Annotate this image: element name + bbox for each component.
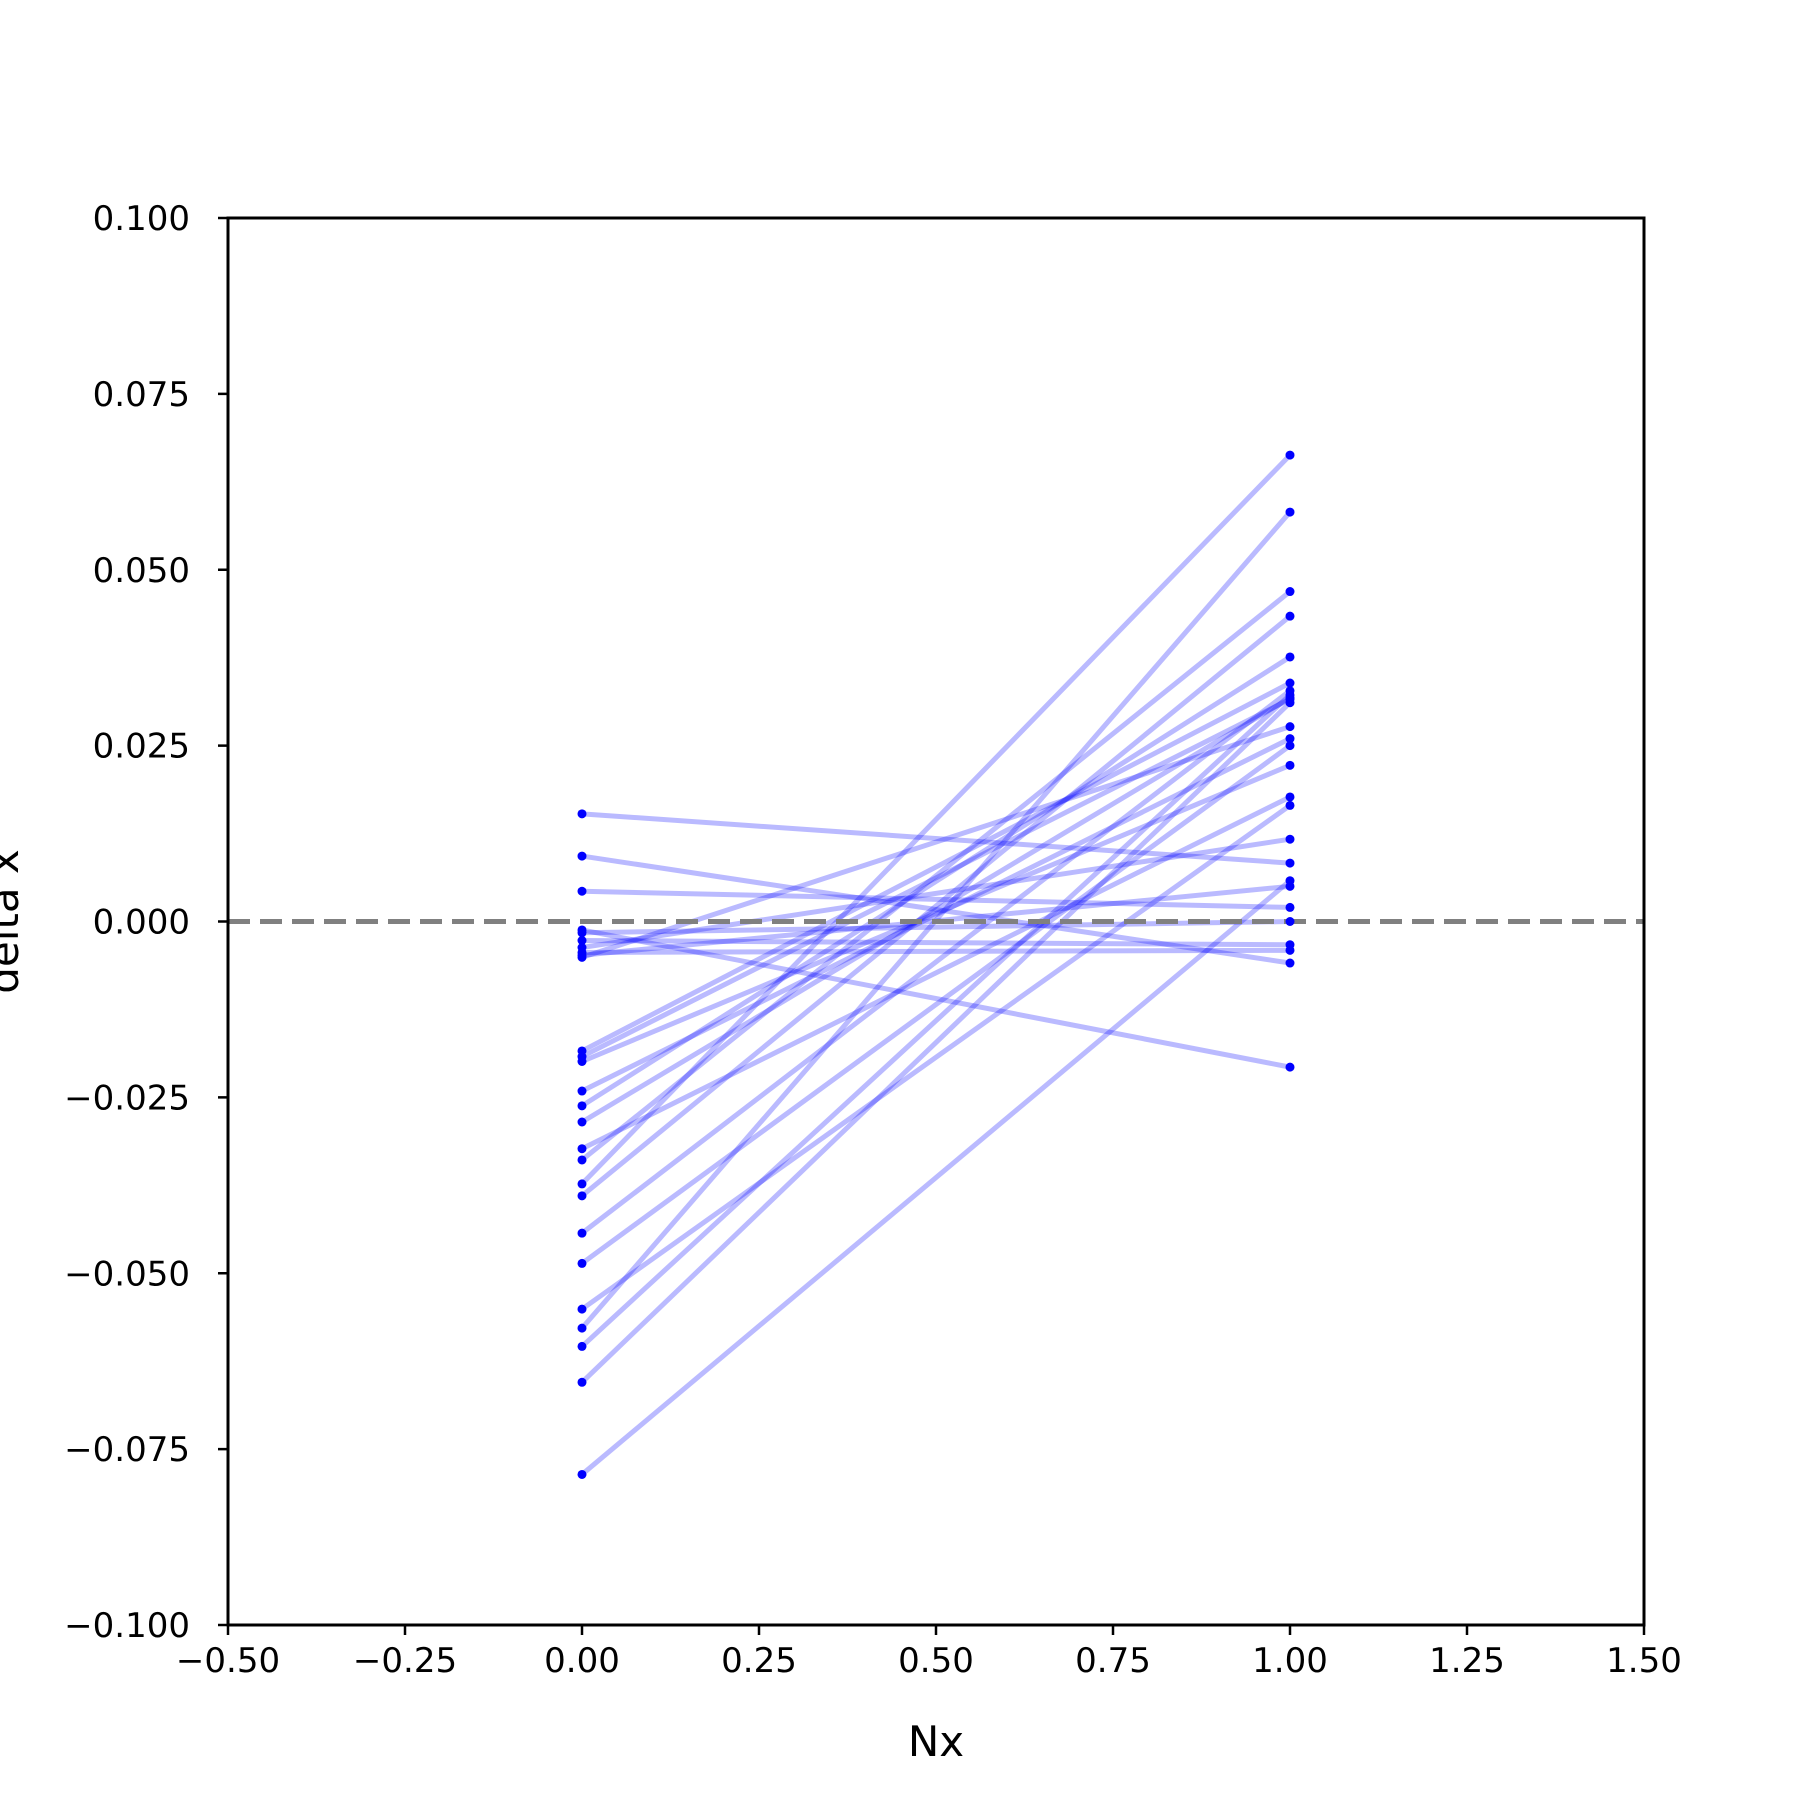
point-start-4 bbox=[577, 1304, 587, 1314]
series-line-13 bbox=[580, 736, 1292, 1094]
x-tick-label-5: 0.75 bbox=[1075, 1641, 1151, 1681]
y-tick-label-3: −0.025 bbox=[64, 1078, 190, 1118]
point-end-15 bbox=[1285, 694, 1295, 704]
x-tick-label-7: 1.25 bbox=[1429, 1641, 1505, 1681]
series-line-0 bbox=[580, 878, 1292, 1477]
point-end-21 bbox=[1285, 1062, 1295, 1072]
point-start-2 bbox=[577, 1341, 587, 1351]
x-tick-label-8: 1.50 bbox=[1606, 1641, 1682, 1681]
point-end-24 bbox=[1285, 858, 1295, 868]
series-line-4 bbox=[580, 803, 1292, 1312]
point-start-16 bbox=[577, 1046, 587, 1056]
point-start-9 bbox=[577, 1155, 587, 1165]
point-start-19 bbox=[577, 935, 587, 945]
point-end-6 bbox=[1285, 686, 1295, 696]
series-line-24 bbox=[581, 811, 1291, 866]
point-end-12 bbox=[1285, 652, 1295, 662]
x-tick-label-1: −0.25 bbox=[353, 1641, 457, 1681]
point-start-5 bbox=[577, 1258, 587, 1268]
y-tick-label-0: −0.100 bbox=[64, 1606, 190, 1646]
point-end-9 bbox=[1285, 587, 1295, 597]
series-line-25 bbox=[581, 947, 1291, 955]
point-start-13 bbox=[577, 1086, 587, 1096]
series-line-1 bbox=[580, 700, 1292, 1385]
series-lines bbox=[580, 453, 1292, 1477]
point-end-14 bbox=[1285, 760, 1295, 770]
x-tick-label-3: 0.25 bbox=[721, 1641, 797, 1681]
series-line-2 bbox=[580, 693, 1292, 1349]
point-start-23 bbox=[577, 851, 587, 861]
y-tick-label-6: 0.050 bbox=[93, 551, 190, 591]
y-axis-ticks: −0.100 −0.075 −0.050 −0.025 0.000 0.025 0.050 0… bbox=[64, 199, 228, 1646]
series-line-6 bbox=[580, 688, 1292, 1236]
point-end-5 bbox=[1285, 741, 1295, 751]
point-end-18 bbox=[1285, 834, 1295, 844]
y-tick-label-5: 0.025 bbox=[93, 727, 190, 767]
series-line-15 bbox=[580, 696, 1292, 1059]
point-start-10 bbox=[577, 1144, 587, 1154]
series-line-9 bbox=[580, 589, 1292, 1162]
y-axis-label: delta x bbox=[0, 849, 28, 994]
series-line-21 bbox=[581, 927, 1291, 1070]
y-tick-label-8: 0.100 bbox=[93, 199, 190, 239]
point-end-22 bbox=[1285, 902, 1295, 912]
series-line-10 bbox=[580, 794, 1292, 1151]
x-axis-label: Nx bbox=[908, 1717, 964, 1766]
series-line-11 bbox=[580, 695, 1292, 1125]
y-tick-label-7: 0.075 bbox=[93, 375, 190, 415]
point-start-24 bbox=[577, 809, 587, 819]
point-end-20 bbox=[1285, 917, 1295, 926]
point-end-13 bbox=[1285, 734, 1295, 744]
x-tick-label-2: 0.00 bbox=[544, 1641, 620, 1681]
series-line-22 bbox=[581, 888, 1291, 910]
series-line-18 bbox=[581, 836, 1291, 951]
series-line-5 bbox=[580, 743, 1292, 1266]
point-end-10 bbox=[1285, 792, 1295, 802]
point-end-7 bbox=[1285, 611, 1295, 621]
point-end-23 bbox=[1285, 958, 1295, 968]
x-tick-label-6: 1.00 bbox=[1252, 1641, 1328, 1681]
point-start-6 bbox=[577, 1228, 587, 1238]
y-tick-label-4: 0.000 bbox=[93, 903, 190, 943]
series-points bbox=[577, 450, 1295, 1479]
point-start-12 bbox=[577, 1101, 587, 1111]
point-start-22 bbox=[577, 886, 587, 896]
x-tick-label-0: −0.50 bbox=[176, 1641, 280, 1681]
point-end-26 bbox=[1285, 881, 1295, 891]
point-end-25 bbox=[1285, 945, 1295, 955]
x-axis-ticks: −0.50 −0.25 0.00 0.25 0.50 0.75 1.00 1.25 1.50 bbox=[176, 1625, 1682, 1681]
point-start-0 bbox=[577, 1469, 587, 1479]
point-end-8 bbox=[1285, 450, 1295, 460]
series-line-12 bbox=[580, 654, 1292, 1108]
series-line-16 bbox=[580, 680, 1292, 1054]
series-line-17 bbox=[581, 724, 1291, 960]
point-start-21 bbox=[577, 925, 587, 935]
point-end-16 bbox=[1285, 678, 1295, 688]
series-line-23 bbox=[581, 853, 1291, 966]
series-line-19 bbox=[581, 937, 1291, 948]
point-start-1 bbox=[577, 1377, 587, 1387]
point-start-7 bbox=[577, 1191, 587, 1201]
y-tick-label-2: −0.050 bbox=[64, 1254, 190, 1294]
y-tick-label-1: −0.075 bbox=[64, 1430, 190, 1470]
series-line-7 bbox=[580, 614, 1292, 1198]
point-start-26 bbox=[577, 950, 587, 960]
point-end-17 bbox=[1285, 722, 1295, 732]
point-end-4 bbox=[1285, 800, 1295, 810]
point-start-3 bbox=[577, 1323, 587, 1333]
point-start-11 bbox=[577, 1117, 587, 1127]
series-line-14 bbox=[581, 763, 1291, 1064]
x-tick-label-4: 0.50 bbox=[898, 1641, 974, 1681]
series-line-8 bbox=[580, 453, 1292, 1186]
point-end-3 bbox=[1285, 507, 1295, 517]
point-start-8 bbox=[577, 1179, 587, 1189]
